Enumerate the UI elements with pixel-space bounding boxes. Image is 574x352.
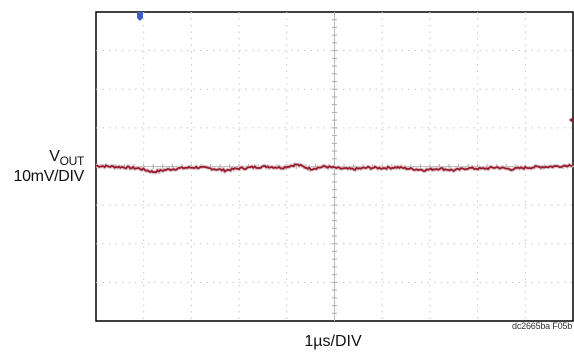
x-axis-label: 1µs/DIV bbox=[304, 333, 362, 350]
figure-id: dc2665ba F05b bbox=[512, 321, 572, 331]
y-axis-scale: 10mV/DIV bbox=[13, 168, 84, 185]
y-axis-label-main: V bbox=[49, 148, 60, 165]
y-axis-label-subscript: OUT bbox=[59, 154, 85, 168]
trigger-marker bbox=[137, 12, 143, 21]
vout-trace bbox=[96, 163, 574, 174]
trace-group bbox=[96, 161, 574, 175]
level-marker bbox=[569, 117, 573, 123]
y-axis-label: VOUT bbox=[49, 148, 85, 168]
